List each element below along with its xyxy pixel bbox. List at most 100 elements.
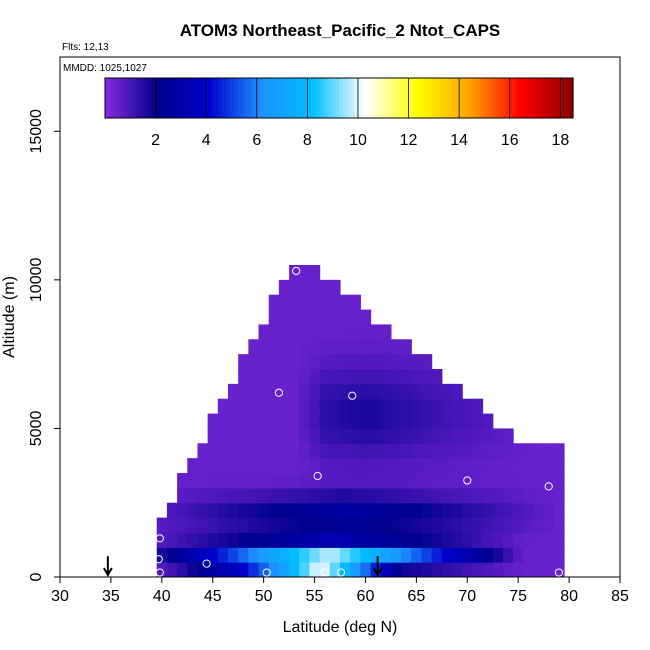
heatmap-cell <box>543 562 555 577</box>
heatmap-cell <box>187 473 199 489</box>
heatmap-cell <box>309 265 321 281</box>
colorbar-segment <box>534 78 539 118</box>
heatmap-cell <box>543 443 555 459</box>
heatmap-cell <box>278 398 290 415</box>
heatmap-cell <box>289 502 300 519</box>
colorbar-segment <box>393 78 399 118</box>
heatmap-cell <box>482 562 494 577</box>
heatmap-cell <box>166 502 178 519</box>
heatmap-cell <box>278 428 290 444</box>
heatmap-cell <box>513 502 524 519</box>
y-tick-label: 5000 <box>28 411 45 447</box>
heatmap-cell <box>370 443 382 459</box>
heatmap-cell <box>319 309 331 326</box>
colorbar-segment <box>342 78 348 118</box>
colorbar-segment <box>222 78 227 118</box>
colorbar-tick-label: 2 <box>151 132 160 149</box>
heatmap-cell <box>513 443 524 459</box>
heatmap-cell <box>268 354 280 370</box>
colorbar-tick-label: 14 <box>450 132 468 149</box>
colorbar-tick-label: 16 <box>501 132 519 149</box>
heatmap-cell <box>360 369 372 385</box>
heatmap-cell <box>258 473 270 489</box>
heatmap-cell <box>278 354 290 370</box>
heatmap-cell <box>360 339 372 355</box>
heatmap-cell <box>390 517 402 534</box>
heatmap-cell <box>289 369 300 385</box>
heatmap-cell <box>390 502 402 519</box>
heatmap-cell <box>502 458 514 474</box>
heatmap-cell <box>248 443 260 459</box>
colorbar-segment <box>483 78 488 118</box>
heatmap-cell <box>289 487 300 504</box>
heatmap-cell <box>350 339 361 355</box>
heatmap-cell <box>513 532 524 548</box>
heatmap-cell <box>187 547 199 563</box>
heatmap-cell <box>289 458 300 474</box>
heatmap-cell <box>309 324 321 340</box>
heatmap-cell <box>329 398 341 415</box>
heatmap-cell <box>472 532 484 548</box>
colorbar-segment <box>335 78 340 118</box>
heatmap-cell <box>502 443 514 459</box>
heatmap-cell <box>502 502 514 519</box>
heatmap-cell <box>411 562 423 577</box>
colorbar-segment <box>370 78 375 118</box>
heatmap-cell <box>350 502 361 519</box>
colorbar-segment <box>510 78 516 118</box>
heatmap-cell <box>401 502 412 519</box>
colorbar-segment <box>120 78 126 118</box>
heatmap-cell <box>513 547 524 563</box>
heatmap-cell <box>492 532 504 548</box>
heatmap-cell <box>289 309 300 326</box>
heatmap-cell <box>553 502 565 519</box>
heatmap-cell <box>452 517 463 534</box>
heatmap-cell <box>441 562 453 577</box>
heatmap-cell <box>289 354 300 370</box>
colorbar-segment <box>498 78 504 118</box>
heatmap-cell <box>258 369 270 385</box>
heatmap-cell <box>390 562 402 577</box>
heatmap-cell <box>289 383 300 400</box>
colorbar-segment <box>136 78 141 118</box>
heatmap-cell <box>380 532 392 548</box>
heatmap-cell <box>472 562 484 577</box>
heatmap-cell <box>258 324 270 340</box>
colorbar-segment <box>151 78 157 118</box>
y-tick-label: 0 <box>28 572 45 581</box>
heatmap-cell <box>228 547 239 563</box>
heatmap-cell <box>523 532 535 548</box>
heatmap-cell <box>329 324 341 340</box>
heatmap-cell <box>207 502 219 519</box>
heatmap-cell <box>248 547 260 563</box>
heatmap-cell <box>441 383 453 400</box>
colorbar-tick-label: 6 <box>252 132 261 149</box>
colorbar-segment <box>112 78 118 118</box>
heatmap-cell <box>309 339 321 355</box>
heatmap-cell <box>268 398 280 415</box>
heatmap-cell <box>472 517 484 534</box>
heatmap-cell <box>370 398 382 415</box>
heatmap-cell <box>380 324 392 340</box>
heatmap-cell <box>228 458 239 474</box>
heatmap-cell <box>299 309 311 326</box>
x-tick-label: 45 <box>204 588 222 605</box>
colorbar-segment <box>218 78 223 118</box>
heatmap-cell <box>289 279 300 296</box>
heatmap-cell <box>462 532 473 548</box>
colorbar-segment <box>105 78 110 118</box>
heatmap-cell <box>309 279 321 296</box>
heatmap-cell <box>340 517 351 534</box>
heatmap-cell <box>421 428 433 444</box>
profile-point <box>336 568 346 577</box>
flight-markers <box>102 556 383 578</box>
colorbar-segment <box>116 78 122 118</box>
heatmap-cell <box>187 532 199 548</box>
colorbar-segment <box>491 78 496 118</box>
heatmap-cell <box>217 517 229 534</box>
heatmap-cell <box>401 473 412 489</box>
heatmap-cell <box>309 502 321 519</box>
colorbar-tick-label: 10 <box>349 132 367 149</box>
x-tick-label: 30 <box>51 588 69 605</box>
heatmap-cell <box>421 383 433 400</box>
